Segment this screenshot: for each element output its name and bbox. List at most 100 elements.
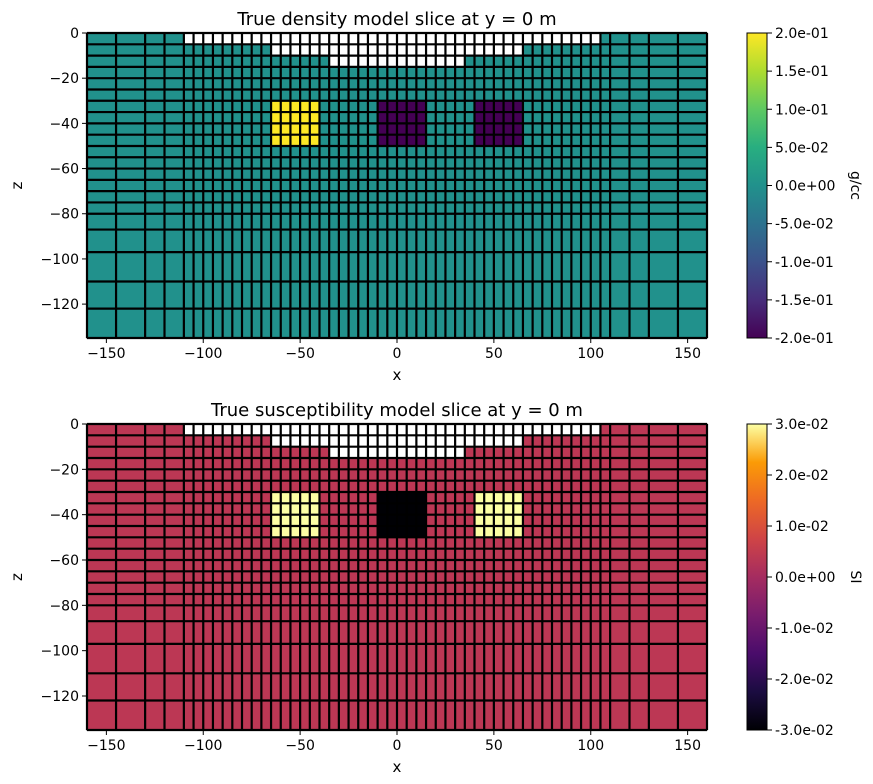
inactive-cell: [338, 44, 349, 56]
colorbar: 2.0e-01 1.5e-01 1.0e-01 5.0e-02 0.0e+00 -5.0e…: [746, 26, 863, 347]
inactive-cell: [280, 44, 291, 56]
inactive-cell: [397, 446, 407, 458]
inactive-cell: [377, 44, 388, 56]
inactive-cell: [203, 424, 213, 436]
inactive-cell: [367, 435, 378, 447]
x-tick-label: 100: [577, 738, 604, 754]
inactive-cell: [232, 33, 242, 45]
inactive-cell: [406, 424, 417, 436]
inactive-cell: [387, 55, 397, 67]
inactive-cell: [300, 424, 310, 436]
inactive-cell: [542, 33, 552, 45]
panel-1: −150 −100 −50 0 50 100 150 0 −20 −40 −60 −80 −100 −12…: [8, 9, 863, 384]
inactive-cell: [464, 424, 475, 436]
inactive-cell: [474, 435, 485, 447]
inactive-cell: [329, 446, 339, 458]
inactive-cell: [406, 446, 417, 458]
inactive-cell: [261, 424, 272, 436]
inactive-cell: [232, 424, 242, 436]
inactive-cell: [319, 44, 330, 56]
inactive-cell: [367, 424, 378, 436]
colorbar-tick-label: -2.0e-01: [775, 331, 834, 347]
inactive-cell: [358, 424, 368, 436]
y-tick-label: −100: [41, 644, 79, 660]
colorbar-tick-label: -1.5e-01: [775, 293, 834, 309]
inactive-cell: [338, 424, 349, 436]
inactive-cell: [455, 446, 465, 458]
y-axis-label: z: [8, 181, 26, 189]
inactive-cell: [416, 55, 427, 67]
inactive-cell: [319, 33, 330, 45]
inactive-cell: [484, 435, 494, 447]
inactive-cell: [455, 33, 465, 45]
inactive-cell: [406, 435, 417, 447]
inactive-cell: [435, 55, 446, 67]
inactive-cell: [367, 446, 378, 458]
inactive-cell: [280, 424, 291, 436]
inactive-cell: [513, 33, 523, 45]
inactive-cell: [251, 424, 262, 436]
y-tick-label: −60: [49, 162, 79, 178]
inactive-cell: [455, 435, 465, 447]
colorbar-tick-label: 2.0e-02: [775, 468, 829, 484]
inactive-cell: [358, 44, 368, 56]
inactive-cell: [377, 435, 388, 447]
inactive-cell: [542, 424, 552, 436]
colorbar-tick-label: 0.0e+00: [775, 570, 835, 586]
inactive-cell: [367, 33, 378, 45]
colorbar-label: g/cc: [847, 171, 863, 200]
inactive-cell: [338, 33, 349, 45]
inactive-cell: [464, 44, 475, 56]
y-tick-label: −120: [41, 297, 79, 313]
inactive-cell: [222, 424, 233, 436]
y-tick-label: −20: [49, 71, 79, 87]
y-tick-label: −80: [49, 598, 79, 614]
inactive-cell: [416, 33, 427, 45]
y-tick-label: −40: [49, 116, 79, 132]
inactive-cell: [426, 44, 436, 56]
colorbar-tick-label: -5.0e-02: [775, 217, 834, 233]
inactive-cell: [474, 424, 485, 436]
inactive-cell: [377, 55, 388, 67]
inactive-cell: [503, 424, 514, 436]
inactive-cell: [455, 55, 465, 67]
y-tick-label: −100: [41, 252, 79, 268]
inactive-cell: [348, 435, 359, 447]
inactive-cell: [571, 33, 582, 45]
inactive-cell: [484, 44, 494, 56]
x-tick-label: 150: [674, 346, 701, 362]
inactive-cell: [329, 55, 339, 67]
inactive-cell: [377, 446, 388, 458]
inactive-cell: [387, 424, 397, 436]
y-tick-label: −80: [49, 207, 79, 223]
inactive-cell: [397, 435, 407, 447]
inactive-cell: [455, 424, 465, 436]
inactive-cell: [271, 424, 281, 436]
inactive-cell: [484, 424, 494, 436]
inactive-cell: [464, 435, 475, 447]
inactive-cell: [377, 33, 388, 45]
inactive-cell: [416, 446, 427, 458]
y-tick-label: −120: [41, 689, 79, 705]
inactive-cell: [280, 435, 291, 447]
inactive-cell: [406, 55, 417, 67]
inactive-cell: [387, 44, 397, 56]
inactive-cell: [348, 55, 359, 67]
colorbar-tick-label: -3.0e-02: [775, 723, 834, 739]
inactive-cell: [387, 435, 397, 447]
inactive-cell: [309, 424, 320, 436]
inactive-cell: [561, 424, 572, 436]
inactive-cell: [338, 435, 349, 447]
inactive-cell: [552, 33, 562, 45]
x-tick-label: −100: [184, 346, 222, 362]
inactive-cell: [348, 424, 359, 436]
inactive-cell: [397, 44, 407, 56]
inactive-cell: [290, 424, 301, 436]
inactive-cell: [290, 44, 301, 56]
inactive-cell: [435, 33, 446, 45]
x-tick-label: 50: [485, 738, 503, 754]
inactive-cell: [271, 435, 281, 447]
inactive-cell: [358, 435, 368, 447]
inactive-cell: [581, 424, 591, 436]
inactive-cell: [445, 55, 456, 67]
